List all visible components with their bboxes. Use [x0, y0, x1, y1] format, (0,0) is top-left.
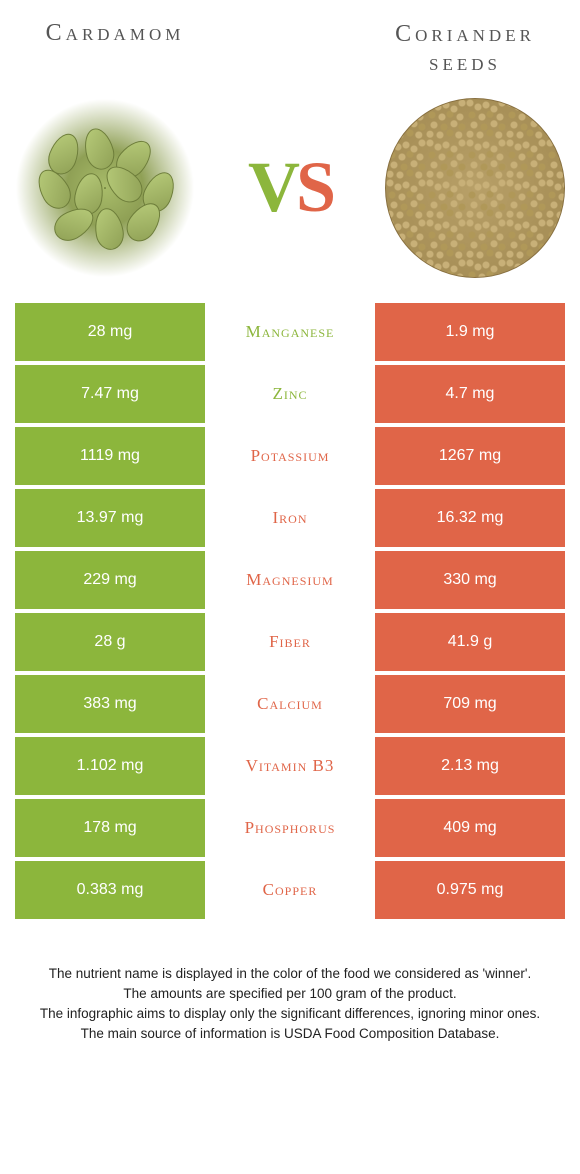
left-value: 28 mg [15, 303, 205, 361]
nutrient-row: 229 mgMagnesium330 mg [15, 551, 565, 609]
coriander-image [385, 98, 565, 278]
nutrient-row: 28 mgManganese1.9 mg [15, 303, 565, 361]
nutrient-name: Copper [205, 861, 375, 919]
nutrient-row: 28 gFiber41.9 g [15, 613, 565, 671]
nutrient-table: 28 mgManganese1.9 mg7.47 mgZinc4.7 mg111… [15, 303, 565, 919]
right-value: 330 mg [375, 551, 565, 609]
left-value: 0.383 mg [15, 861, 205, 919]
left-food-title: Cardamom [15, 20, 215, 47]
left-value: 28 g [15, 613, 205, 671]
vs-label: VS [248, 146, 332, 229]
left-value: 7.47 mg [15, 365, 205, 423]
footer-line-1: The nutrient name is displayed in the co… [30, 964, 550, 984]
nutrient-name: Magnesium [205, 551, 375, 609]
right-value: 1.9 mg [375, 303, 565, 361]
right-value: 709 mg [375, 675, 565, 733]
nutrient-name: Phosphorus [205, 799, 375, 857]
left-value: 13.97 mg [15, 489, 205, 547]
footer-line-2: The amounts are specified per 100 gram o… [30, 984, 550, 1004]
nutrient-row: 383 mgCalcium709 mg [15, 675, 565, 733]
right-value: 41.9 g [375, 613, 565, 671]
left-value: 383 mg [15, 675, 205, 733]
nutrient-row: 1.102 mgVitamin B32.13 mg [15, 737, 565, 795]
images-row: VS [15, 98, 565, 278]
nutrient-row: 7.47 mgZinc4.7 mg [15, 365, 565, 423]
right-food-title: Coriander seeds [365, 20, 565, 78]
left-value: 229 mg [15, 551, 205, 609]
nutrient-name: Potassium [205, 427, 375, 485]
header: Cardamom Coriander seeds [15, 20, 565, 78]
right-value: 16.32 mg [375, 489, 565, 547]
footer-line-4: The main source of information is USDA F… [30, 1024, 550, 1044]
footer-notes: The nutrient name is displayed in the co… [15, 964, 565, 1045]
right-value: 409 mg [375, 799, 565, 857]
right-value: 4.7 mg [375, 365, 565, 423]
right-value: 2.13 mg [375, 737, 565, 795]
nutrient-name: Iron [205, 489, 375, 547]
nutrient-name: Calcium [205, 675, 375, 733]
nutrient-row: 178 mgPhosphorus409 mg [15, 799, 565, 857]
left-value: 1119 mg [15, 427, 205, 485]
nutrient-row: 13.97 mgIron16.32 mg [15, 489, 565, 547]
footer-line-3: The infographic aims to display only the… [30, 1004, 550, 1024]
left-value: 178 mg [15, 799, 205, 857]
right-value: 1267 mg [375, 427, 565, 485]
cardamom-image [15, 98, 195, 278]
left-value: 1.102 mg [15, 737, 205, 795]
nutrient-name: Vitamin B3 [205, 737, 375, 795]
nutrient-name: Zinc [205, 365, 375, 423]
vs-s: S [296, 147, 332, 227]
nutrient-name: Fiber [205, 613, 375, 671]
nutrient-row: 0.383 mgCopper0.975 mg [15, 861, 565, 919]
right-value: 0.975 mg [375, 861, 565, 919]
nutrient-row: 1119 mgPotassium1267 mg [15, 427, 565, 485]
vs-v: V [248, 147, 296, 227]
nutrient-name: Manganese [205, 303, 375, 361]
